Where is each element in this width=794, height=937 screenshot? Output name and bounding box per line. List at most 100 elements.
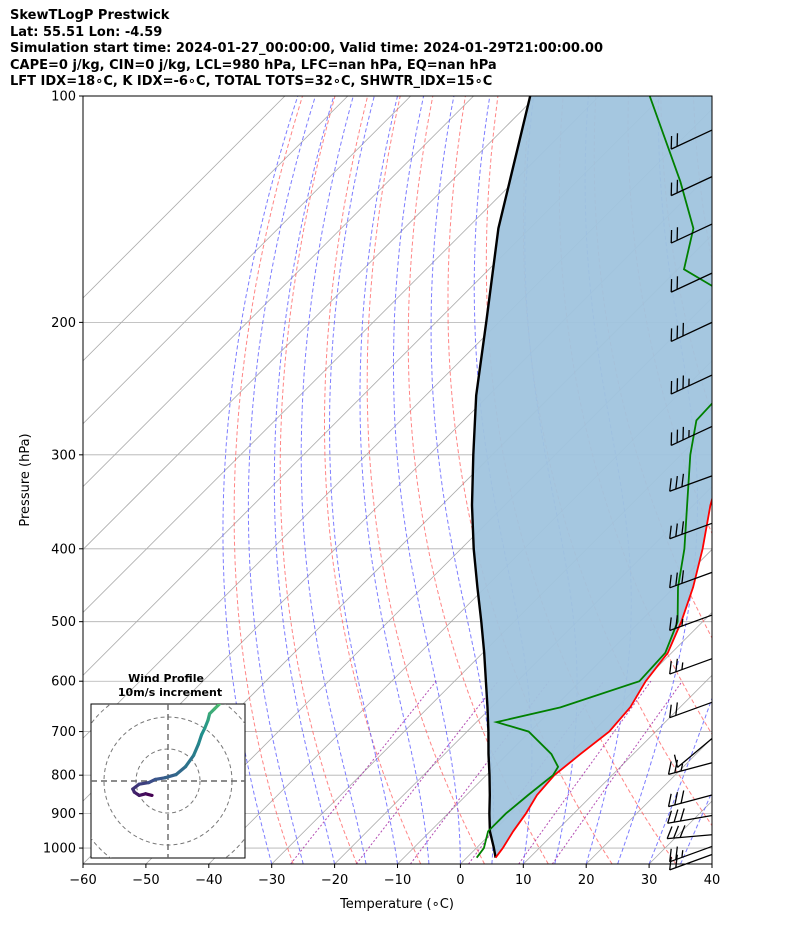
- mixing-ratio-line: [518, 680, 652, 864]
- hodograph-segment: [153, 776, 167, 782]
- wind-barb-flag: [675, 846, 678, 860]
- cin-shaded-area: [472, 96, 712, 858]
- wind-barb-flag: [680, 790, 685, 804]
- wind-barb: [666, 825, 713, 840]
- moist-adiabat-line: [359, 96, 430, 864]
- mixing-ratio-line: [551, 680, 683, 864]
- wind-barb-staff: [669, 571, 713, 589]
- wind-barb: [670, 425, 713, 447]
- hodograph-segment: [216, 672, 219, 682]
- lifted-indices-line: LFT IDX=18∘C, K IDX=-6∘C, TOTAL TOTS=32∘…: [10, 74, 493, 89]
- x-tick-label: 30: [641, 873, 658, 888]
- dry-adiabat-line: [279, 96, 358, 864]
- hodograph-segment: [214, 659, 216, 662]
- x-axis: −60 −50 −40 −30 −20 −10 0 10 20 30 40: [69, 864, 720, 888]
- location-line: Lat: 55.51 Lon: -4.59: [10, 24, 163, 40]
- wind-barb-staff: [669, 853, 713, 871]
- wind-barb-flag: [681, 570, 685, 584]
- wind-barb-flag: [667, 793, 672, 807]
- y-axis: 1000 900 800 700 600 500 400 300 200 100: [43, 90, 83, 857]
- isotherm-line: [523, 674, 712, 864]
- wind-barb-flag: [675, 658, 678, 672]
- wind-barb-flag: [675, 854, 678, 868]
- wind-barb-flag: [669, 574, 672, 588]
- y-tick-label: 400: [51, 542, 76, 557]
- isotherm-line: [711, 863, 712, 864]
- wind-barb-flag: [679, 825, 686, 838]
- moist-adiabat-line: [328, 96, 398, 864]
- wind-barb: [669, 570, 713, 589]
- x-tick-label: 10: [515, 873, 532, 888]
- wind-barbs: [666, 129, 713, 871]
- moist-adiabat-line: [300, 96, 367, 864]
- isotherm-line: [83, 96, 411, 425]
- wind-barb-staff: [670, 272, 713, 293]
- wind-barb: [670, 272, 713, 293]
- temperature-profile-line: [494, 496, 712, 859]
- stability-indices-line: CAPE=0 j/kg, CIN=0 j/kg, LCL=980 hPa, LF…: [10, 57, 497, 73]
- wind-barb: [667, 808, 713, 824]
- mixing-ratio-line: [290, 680, 437, 864]
- wind-barb-flag: [674, 792, 679, 806]
- x-tick-label: 40: [704, 873, 721, 888]
- hodograph-segment: [174, 764, 188, 777]
- x-tick-label: −50: [132, 873, 159, 888]
- wind-barb-flag: [675, 702, 678, 716]
- wind-barb-flag: [669, 525, 672, 539]
- hodograph-inset: Wind Profile 10m/s increment: [90, 659, 246, 859]
- dry-adiabat-line: [447, 96, 613, 864]
- x-tick-label: −30: [258, 873, 285, 888]
- wind-barb-flag: [673, 754, 679, 768]
- wind-barb-staff: [669, 522, 713, 540]
- time-line: Simulation start time: 2024-01-27_00:00:…: [10, 41, 603, 56]
- isotherm-line: [83, 96, 537, 551]
- wind-barb: [669, 473, 713, 492]
- wind-barb-flag: [675, 615, 678, 629]
- y-tick-label: 100: [51, 90, 76, 105]
- hodograph-title: Wind Profile: [128, 672, 204, 685]
- hodograph-subtitle: 10m/s increment: [118, 686, 222, 699]
- wind-barb-flag: [675, 572, 678, 586]
- isotherm-line: [83, 96, 349, 362]
- y-tick-label: 600: [51, 675, 76, 690]
- wind-barb: [670, 321, 713, 343]
- wind-barb-staff: [669, 614, 713, 632]
- wind-barb: [669, 521, 713, 540]
- y-tick-label: 700: [51, 725, 76, 740]
- wind-barb-flag: [667, 761, 672, 775]
- wind-barb: [669, 845, 713, 863]
- dry-adiabat-line: [726, 96, 794, 864]
- hodograph-segment: [214, 663, 216, 673]
- chart-title: SkewTLogP Prestwick: [10, 8, 170, 23]
- wind-barb-flag: [667, 810, 673, 824]
- dry-adiabat-line: [233, 96, 303, 864]
- wind-barb-flag: [669, 704, 672, 718]
- isotherm-line: [83, 96, 600, 613]
- wind-barb: [670, 223, 713, 244]
- wind-barb-staff: [668, 794, 713, 808]
- x-axis-title: Temperature (∘C): [339, 897, 454, 912]
- hodograph-segment: [216, 659, 218, 664]
- wind-barb-half-flag: [681, 618, 684, 627]
- wind-barb-flag: [673, 825, 680, 839]
- hodograph-segment: [192, 742, 200, 758]
- y-tick-label: 200: [51, 316, 76, 331]
- wind-barb-staff: [670, 374, 713, 395]
- moist-adiabat-line: [222, 96, 299, 864]
- wind-barb-staff: [670, 176, 713, 197]
- y-tick-label: 300: [51, 448, 76, 463]
- wind-barb: [670, 129, 713, 150]
- wind-barb: [670, 374, 713, 395]
- wind-barb-flag: [675, 523, 678, 537]
- wind-barb: [670, 176, 713, 197]
- moist-adiabat-line: [247, 96, 316, 864]
- x-tick-label: −40: [195, 873, 222, 888]
- isotherm-line: [775, 96, 794, 864]
- wind-barb-flag: [669, 848, 672, 862]
- dry-adiabat-line: [366, 96, 485, 864]
- isotherm-line: [334, 486, 712, 864]
- x-tick-label: 20: [578, 873, 595, 888]
- wind-barb: [673, 737, 713, 768]
- wind-barb-staff: [677, 737, 713, 768]
